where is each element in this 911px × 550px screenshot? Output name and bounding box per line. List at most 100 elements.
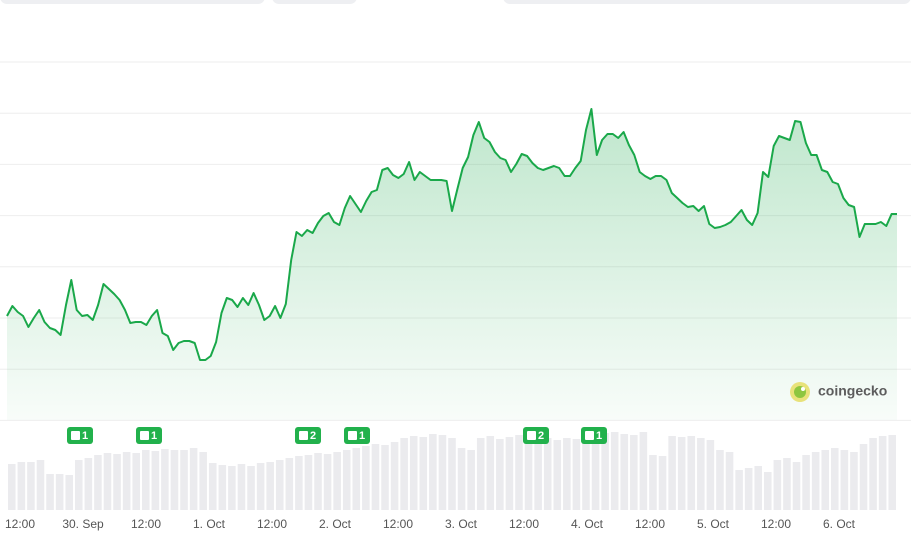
volume-bar — [869, 438, 877, 510]
volume-bar — [132, 453, 140, 510]
volume-bar — [199, 452, 207, 510]
volume-bar — [400, 438, 408, 510]
badge-icon — [527, 431, 536, 440]
volume-bar — [601, 433, 609, 510]
volume-bar — [237, 464, 246, 510]
volume-bar — [543, 438, 552, 510]
volume-bar — [161, 449, 169, 510]
news-badge[interactable]: 2 — [523, 427, 549, 444]
volume-bar — [27, 462, 35, 510]
volume-bar — [639, 432, 648, 510]
volume-bar — [189, 448, 198, 510]
volume-bar — [878, 436, 887, 510]
volume-bar — [65, 475, 73, 510]
x-tick-label: 12:00 — [383, 517, 413, 531]
volume-bar — [649, 455, 657, 510]
x-tick-label: 6. Oct — [823, 517, 856, 531]
volume-bar — [36, 460, 45, 510]
volume-bar — [46, 474, 54, 510]
brand-name: coingecko — [818, 383, 887, 399]
price-area — [7, 109, 897, 420]
volume-bar — [103, 453, 112, 510]
volume-bar — [390, 442, 399, 510]
volume-bar — [553, 440, 562, 510]
volume-bar — [352, 448, 361, 510]
volume-bars — [8, 432, 896, 510]
volume-bar — [275, 460, 284, 510]
x-tick-label: 30. Sep — [62, 517, 104, 531]
volume-bar — [754, 466, 763, 510]
volume-bar — [524, 436, 533, 510]
price-line — [6, 108, 897, 361]
volume-bar — [362, 446, 370, 510]
volume-bar — [180, 450, 188, 510]
news-badge[interactable]: 1 — [581, 427, 607, 444]
volume-bar — [141, 450, 150, 510]
x-tick-label: 12:00 — [761, 517, 791, 531]
x-tick-label: 12:00 — [635, 517, 665, 531]
volume-bar — [505, 437, 514, 510]
volume-bar — [55, 474, 64, 510]
volume-bar — [888, 435, 896, 510]
toolbar-pill[interactable] — [272, 0, 357, 4]
volume-bar — [591, 436, 600, 510]
news-count: 1 — [359, 430, 365, 442]
x-tick-label: 3. Oct — [445, 517, 478, 531]
volume-bar — [735, 470, 743, 510]
volume-bar — [94, 455, 102, 510]
volume-bar — [304, 455, 313, 510]
volume-bar — [811, 452, 820, 510]
news-count: 2 — [538, 430, 544, 442]
x-tick-label: 4. Oct — [571, 517, 604, 531]
volume-bar — [687, 436, 696, 510]
news-badge[interactable]: 1 — [67, 427, 93, 444]
volume-bar — [620, 434, 629, 510]
volume-bar — [419, 437, 428, 510]
badge-icon — [585, 431, 594, 440]
news-badge[interactable]: 1 — [136, 427, 162, 444]
volume-bar — [208, 463, 217, 510]
news-count: 1 — [151, 430, 157, 442]
volume-bar — [285, 458, 294, 510]
volume-bar — [17, 462, 26, 510]
plot — [6, 108, 897, 420]
volume-bar — [467, 450, 475, 510]
badge-icon — [71, 431, 80, 440]
volume-bar — [668, 436, 676, 510]
volume-bar — [515, 435, 523, 510]
news-badge[interactable]: 1 — [344, 427, 370, 444]
volume-bar — [706, 440, 715, 510]
volume-bar — [333, 452, 341, 510]
volume-bar — [371, 444, 380, 510]
volume-bar — [572, 439, 581, 510]
volume-bar — [409, 436, 418, 510]
volume-bar — [247, 466, 255, 510]
news-badge[interactable]: 2 — [295, 427, 321, 444]
volume-bar — [821, 450, 830, 510]
volume-bar — [486, 436, 495, 510]
volume-bar — [295, 456, 303, 510]
news-count: 2 — [310, 430, 316, 442]
volume-bar — [802, 455, 810, 510]
badge-icon — [348, 431, 357, 440]
volume-bar — [764, 472, 772, 510]
volume-bar — [859, 444, 868, 510]
toolbar-pill[interactable] — [0, 0, 265, 4]
volume-bar — [228, 466, 236, 510]
volume-bar — [840, 450, 849, 510]
volume-bar — [429, 434, 437, 510]
toolbar-pill[interactable] — [503, 0, 911, 4]
volume-bar — [266, 462, 274, 510]
volume-bar — [170, 450, 179, 510]
volume-bar — [8, 464, 16, 510]
volume-bar — [323, 454, 332, 510]
volume-bar — [457, 448, 466, 510]
volume-bar — [658, 456, 667, 510]
volume-bar — [113, 454, 121, 510]
volume-bar — [381, 445, 389, 510]
volume-bar — [218, 465, 227, 510]
volume-bar — [496, 439, 504, 510]
volume-bar — [476, 438, 485, 510]
volume-bar — [725, 452, 734, 510]
